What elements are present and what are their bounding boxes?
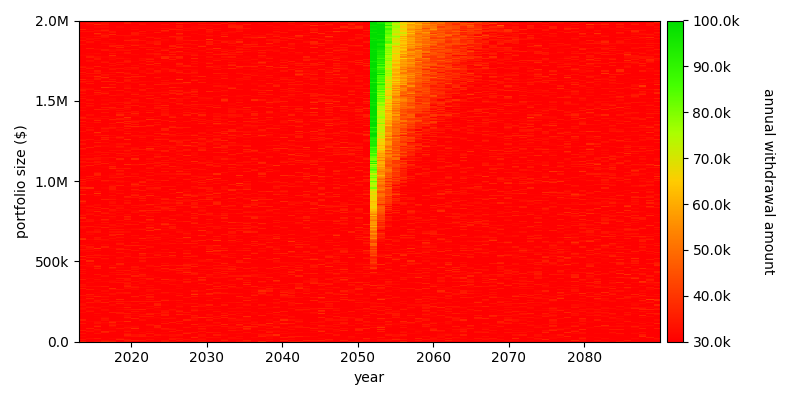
Y-axis label: annual withdrawal amount: annual withdrawal amount bbox=[761, 88, 775, 274]
X-axis label: year: year bbox=[354, 371, 385, 385]
Y-axis label: portfolio size ($): portfolio size ($) bbox=[15, 124, 29, 238]
